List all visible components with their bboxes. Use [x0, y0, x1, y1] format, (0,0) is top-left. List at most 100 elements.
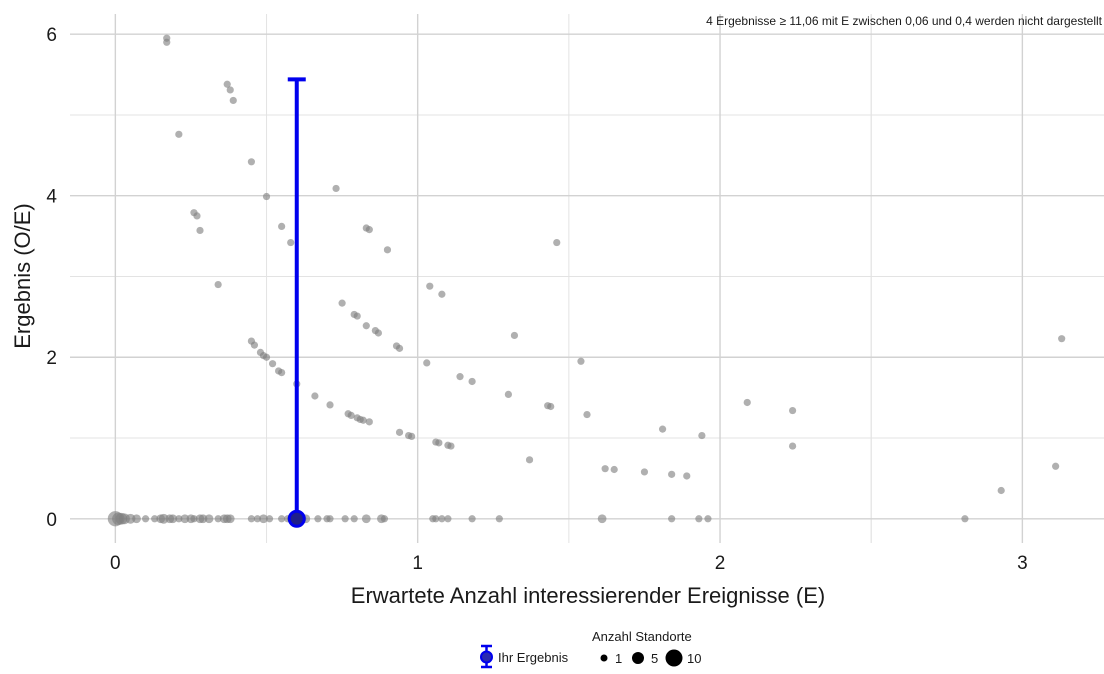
highlight-result	[287, 77, 306, 528]
data-point	[997, 486, 1005, 495]
x-tick-label: 0	[110, 553, 121, 574]
data-point	[247, 515, 256, 523]
y-axis-title: Ergebnis (O/E)	[10, 203, 35, 349]
data-point	[1052, 462, 1060, 470]
data-point	[338, 299, 346, 307]
data-point	[395, 344, 404, 352]
data-point	[365, 418, 373, 426]
data-point	[341, 515, 349, 523]
data-point	[435, 439, 443, 447]
data-point	[278, 515, 286, 523]
data-point	[265, 515, 274, 523]
data-point	[456, 373, 464, 381]
x-tick-label: 3	[1017, 553, 1028, 574]
legend-highlight-label: Ihr Ergebnis	[498, 650, 569, 665]
data-point	[353, 312, 361, 320]
legend-size-title: Anzahl Standorte	[592, 629, 692, 644]
data-point	[583, 410, 591, 419]
data-point	[695, 515, 703, 523]
data-point	[683, 472, 691, 480]
data-point	[247, 158, 256, 166]
data-point	[1058, 335, 1066, 343]
data-point	[961, 515, 969, 523]
chart-annotation: 4 Ergebnisse ≥ 11,06 mit E zwischen 0,06…	[706, 14, 1103, 28]
data-point	[204, 514, 214, 524]
data-point	[359, 416, 367, 424]
data-point	[438, 290, 446, 298]
y-tick-label: 0	[46, 510, 57, 531]
tick-labels: 0 1 2 3 0 2 4 6	[46, 25, 1027, 574]
data-point	[380, 515, 389, 523]
legend-size-marker-10	[665, 649, 683, 667]
data-point	[223, 80, 231, 88]
data-point	[597, 514, 607, 524]
data-point	[510, 331, 519, 340]
data-point	[332, 184, 340, 193]
data-point	[314, 515, 322, 523]
y-tick-label: 6	[46, 25, 57, 46]
data-point	[365, 226, 373, 234]
legend-size-label-5: 5	[651, 651, 658, 666]
data-point	[788, 406, 797, 415]
data-point	[426, 282, 434, 290]
data-points	[107, 34, 1066, 527]
data-point	[525, 456, 534, 464]
data-point	[447, 442, 455, 450]
data-point	[198, 514, 208, 524]
data-point	[444, 515, 452, 523]
x-tick-label: 2	[715, 553, 726, 574]
data-point	[640, 468, 649, 476]
data-point	[504, 390, 512, 398]
data-point	[704, 515, 712, 523]
data-point	[132, 514, 141, 524]
data-point	[196, 226, 204, 235]
data-point	[180, 514, 190, 524]
data-point	[151, 515, 159, 523]
data-point	[326, 515, 334, 523]
data-point	[190, 515, 198, 523]
legend-size-marker-5	[632, 652, 644, 664]
legend-size-label-10: 10	[687, 651, 701, 666]
data-point	[326, 401, 334, 409]
y-tick-label: 2	[46, 348, 57, 369]
data-point	[350, 515, 358, 523]
grid	[70, 14, 1104, 543]
data-point	[141, 515, 150, 523]
data-point	[278, 222, 286, 231]
data-point	[432, 515, 440, 523]
data-point	[347, 411, 355, 419]
data-point	[658, 425, 667, 433]
data-point	[362, 322, 370, 330]
data-point	[374, 329, 382, 337]
data-point	[423, 359, 431, 367]
data-point	[698, 431, 706, 440]
data-point	[610, 465, 618, 474]
data-point	[668, 515, 676, 523]
data-point	[226, 86, 234, 94]
data-point	[259, 514, 268, 524]
data-point	[311, 392, 319, 400]
data-point	[577, 357, 585, 365]
data-point	[278, 368, 286, 377]
y-tick-label: 4	[46, 187, 57, 208]
data-point	[253, 515, 262, 523]
data-point	[250, 341, 259, 349]
x-axis-title: Erwartete Anzahl interessierender Ereign…	[351, 583, 825, 608]
data-point	[262, 192, 271, 201]
data-point	[175, 130, 183, 138]
data-point	[395, 428, 404, 436]
data-point	[193, 212, 201, 220]
data-point	[668, 470, 676, 478]
data-point	[468, 377, 476, 386]
data-point	[361, 514, 371, 524]
data-point	[788, 442, 797, 450]
legend-highlight-key	[480, 644, 493, 669]
data-point	[262, 353, 271, 361]
data-point	[175, 515, 183, 523]
data-point	[383, 246, 392, 254]
data-point	[468, 515, 476, 523]
x-tick-label: 1	[412, 553, 423, 574]
data-point	[214, 280, 222, 289]
